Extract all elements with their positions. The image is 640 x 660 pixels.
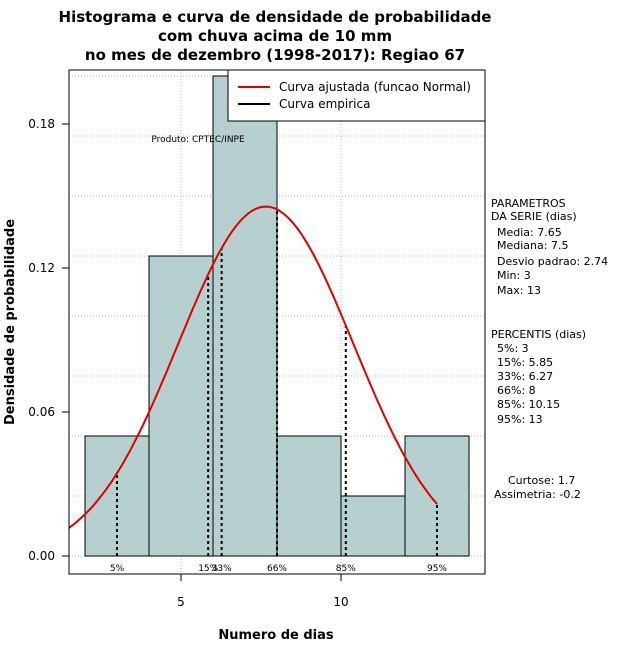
title-line-1: Histograma e curva de densidade de proba… — [59, 8, 492, 26]
axes: 5 10 0.00 0.06 0.12 0.18 — [28, 117, 348, 609]
percentil-85: 85%: 10.15 — [497, 398, 560, 411]
normal-fit-line — [68, 205, 438, 529]
stat-assimetria: Assimetria: -0.2 — [494, 488, 581, 501]
title-line-2: com chuva acima de 10 mm — [158, 27, 392, 45]
params-title-2: DA SERIE (dias) — [491, 210, 577, 223]
legend-label-normal: Curva ajustada (funcao Normal) — [279, 80, 471, 94]
statistics-panel: PARAMETROS DA SERIE (dias) Media: 7.65 M… — [491, 197, 608, 501]
percentil-15: 15%: 5.85 — [497, 356, 553, 369]
y-tick-label: 0.06 — [28, 405, 55, 419]
params-title-1: PARAMETROS — [491, 197, 566, 210]
legend-label-empirical: Curva empirica — [279, 97, 370, 111]
percentis-title: PERCENTIS (dias) — [491, 328, 586, 341]
percentil-66: 66%: 8 — [497, 384, 536, 397]
y-tick-label: 0.18 — [28, 117, 55, 131]
x-tick-label: 5 — [177, 595, 185, 609]
source-annotation: Produto: CPTEC/INPE — [151, 135, 245, 145]
percentile-label: 15% — [198, 564, 218, 574]
percentile-label: 66% — [267, 564, 287, 574]
percentile-label: 33% — [212, 564, 232, 574]
histogram-bar — [148, 255, 214, 557]
percentil-95: 95%: 13 — [497, 413, 543, 426]
legend: Curva ajustada (funcao Normal) Curva emp… — [227, 69, 486, 122]
y-axis-label: Densidade de probabilidade — [3, 219, 18, 425]
histogram-bars — [84, 75, 470, 557]
percentile-label: 95% — [427, 564, 447, 574]
param-desvio: Desvio padrao: 2.74 — [497, 255, 608, 268]
histogram-bar — [212, 75, 278, 557]
histogram-bar — [340, 495, 406, 557]
percentile-label: 85% — [336, 564, 356, 574]
y-tick-label: 0.00 — [28, 549, 55, 563]
histogram-bar — [276, 435, 342, 557]
title-line-3: no mes de dezembro (1998-2017): Regiao 6… — [85, 46, 465, 64]
x-tick-label: 10 — [333, 595, 348, 609]
percentil-5: 5%: 3 — [497, 342, 529, 355]
param-min: Min: 3 — [497, 269, 531, 282]
chart-title: Histograma e curva de densidade de proba… — [59, 8, 492, 64]
normal-fit-curve — [68, 205, 438, 529]
stat-curtose: Curtose: 1.7 — [508, 474, 575, 487]
percentile-label: 5% — [110, 564, 125, 574]
percentile-lines: 5% 15%33% 66% 85% 95% — [110, 209, 447, 574]
param-mediana: Mediana: 7.5 — [497, 239, 568, 252]
param-max: Max: 13 — [497, 284, 541, 297]
legend-box — [227, 69, 486, 122]
y-tick-label: 0.12 — [28, 261, 55, 275]
x-axis-label: Numero de dias — [218, 628, 334, 643]
param-media: Media: 7.65 — [497, 226, 562, 239]
percentil-33: 33%: 6.27 — [497, 370, 553, 383]
